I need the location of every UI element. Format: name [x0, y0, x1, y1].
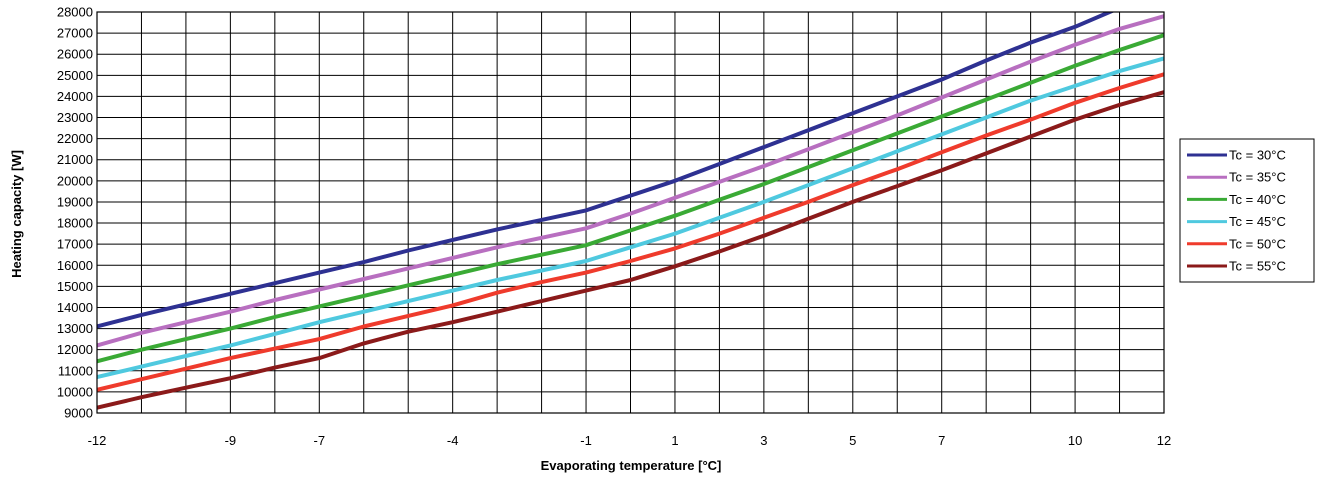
- series-line: [97, 72, 1164, 392]
- y-tick-label: 17000: [57, 237, 93, 252]
- x-tick-label: -12: [88, 433, 107, 448]
- legend-label: Tc = 55°C: [1229, 259, 1286, 274]
- y-tick-label: 10000: [57, 384, 93, 399]
- x-tick-label: 10: [1068, 433, 1082, 448]
- chart-series: [97, 12, 1164, 410]
- y-tick-label: 18000: [57, 216, 93, 231]
- y-tick-label: 28000: [57, 5, 93, 20]
- legend-label: Tc = 35°C: [1229, 170, 1286, 185]
- y-tick-label: 22000: [57, 131, 93, 146]
- y-tick-label: 19000: [57, 194, 93, 209]
- y-tick-label: 9000: [64, 406, 93, 421]
- y-tick-label: 12000: [57, 342, 93, 357]
- series-line: [97, 90, 1164, 410]
- legend-box: [1179, 138, 1315, 283]
- y-tick-label: 26000: [57, 47, 93, 62]
- y-tick-label: 20000: [57, 173, 93, 188]
- x-tick-label: 12: [1157, 433, 1171, 448]
- legend-label: Tc = 50°C: [1229, 236, 1286, 251]
- series-line: [97, 56, 1164, 380]
- x-axis-title: Evaporating temperature [°C]: [541, 458, 722, 473]
- x-tick-label: 1: [671, 433, 678, 448]
- y-tick-label: 24000: [57, 89, 93, 104]
- y-tick-label: 27000: [57, 26, 93, 41]
- series-line: [97, 14, 1164, 348]
- legend: Tc = 30°C Tc = 35°C Tc = 40°C Tc = 45°C Tc =…: [1179, 138, 1315, 283]
- y-tick-label: 15000: [57, 279, 93, 294]
- y-tick-label: 16000: [57, 258, 93, 273]
- y-axis-title: Heating capacity [W]: [9, 150, 24, 278]
- y-tick-label: 11000: [58, 363, 93, 378]
- plot-frame: [96, 11, 1165, 414]
- y-tick-labels: 9000 10000 11000 12000 13000 14000 15000 16000 1…: [57, 5, 93, 421]
- x-tick-label: -7: [314, 433, 326, 448]
- legend-label: Tc = 40°C: [1229, 192, 1286, 207]
- legend-label: Tc = 45°C: [1229, 214, 1286, 229]
- x-tick-labels: -12 -9 -7 -4 -1 1 3 5 7 10 12: [88, 433, 1172, 448]
- y-tick-label: 13000: [57, 321, 93, 336]
- legend-label: Tc = 30°C: [1229, 148, 1286, 163]
- x-tick-label: 7: [938, 433, 945, 448]
- y-tick-label: 21000: [57, 152, 93, 167]
- x-tick-label: -1: [580, 433, 592, 448]
- series-line: [97, 12, 1115, 329]
- x-tick-label: 3: [760, 433, 767, 448]
- y-tick-label: 25000: [57, 68, 93, 83]
- y-tick-label: 14000: [57, 300, 93, 315]
- y-tick-label: 23000: [57, 110, 93, 125]
- x-tick-label: -9: [225, 433, 237, 448]
- x-tick-label: 5: [849, 433, 856, 448]
- series-line: [97, 33, 1164, 364]
- x-tick-label: -4: [447, 433, 459, 448]
